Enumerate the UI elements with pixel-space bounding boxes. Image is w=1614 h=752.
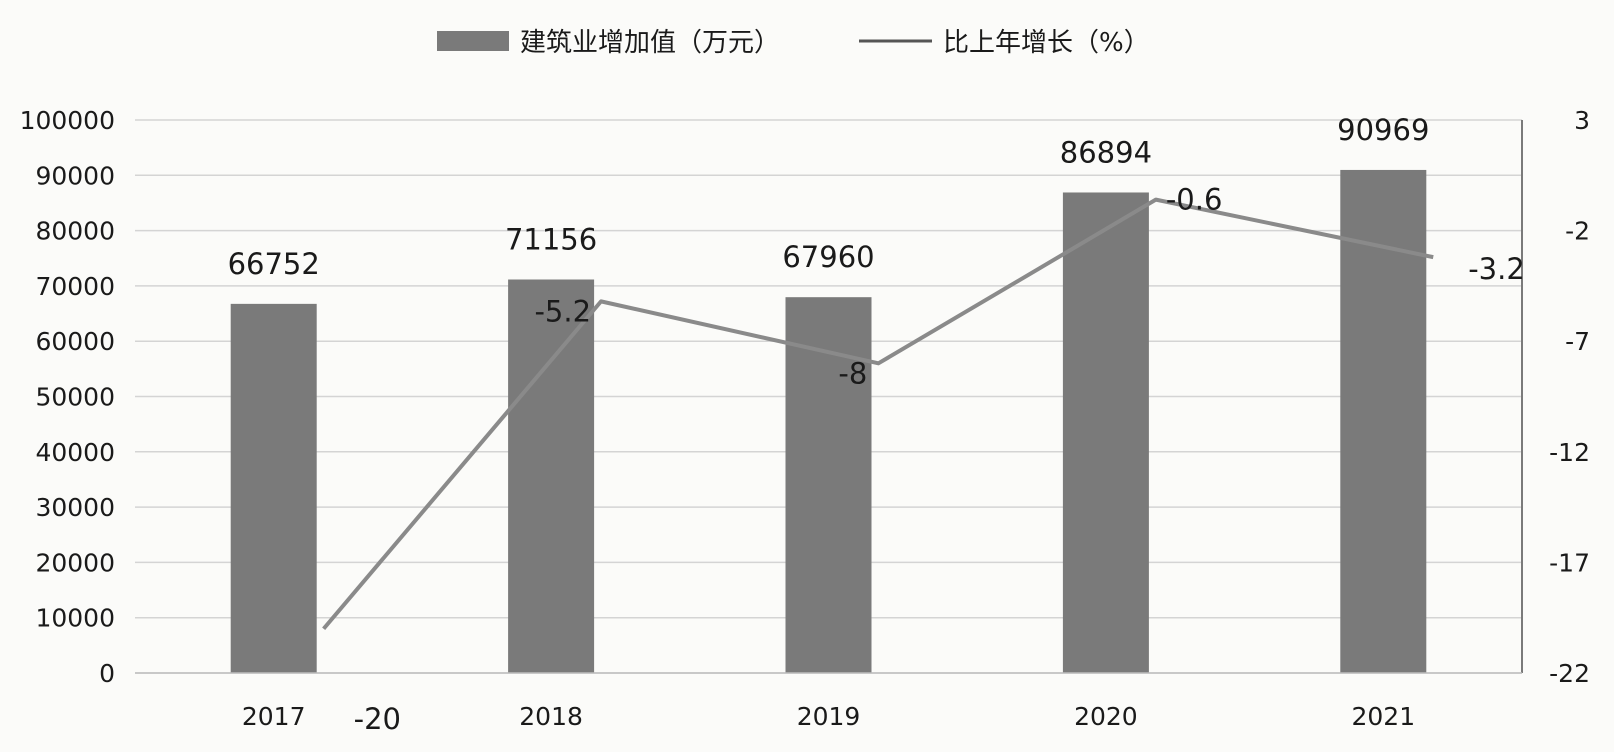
legend: 建筑业增加值（万元） 比上年增长（%）: [437, 28, 1150, 58]
left-tick-label: 30000: [35, 493, 115, 522]
x-tick-label: 2020: [1074, 702, 1138, 731]
bar-data-labels: 66752 71156 67960 86894 90969: [228, 113, 1430, 281]
left-tick-label: 70000: [35, 272, 115, 301]
x-axis: 2017 2018 2019 2020 2021: [135, 672, 1522, 731]
line-value-label: -0.6: [1166, 183, 1223, 217]
left-tick-label: 40000: [35, 438, 115, 467]
right-tick-label: -12: [1549, 438, 1590, 467]
bar: [508, 279, 595, 673]
right-tick-label: 3: [1574, 106, 1590, 135]
bar-value-label: 71156: [505, 223, 597, 257]
legend-bar-label: 建筑业增加值（万元）: [520, 28, 780, 58]
right-tick-label: -7: [1565, 327, 1590, 356]
bar: [1062, 192, 1149, 673]
x-tick-label: 2021: [1351, 702, 1415, 731]
left-tick-label: 80000: [35, 217, 115, 246]
bar: [230, 303, 317, 673]
line-value-label: -20: [354, 702, 401, 736]
right-tick-label: -2: [1565, 217, 1590, 246]
left-tick-label: 0: [99, 659, 115, 688]
x-tick-label: 2018: [519, 702, 583, 731]
right-tick-label: -22: [1549, 659, 1590, 688]
line-value-label: -8: [838, 356, 867, 390]
bar-value-label: 90969: [1337, 113, 1429, 147]
line-series: [322, 197, 1434, 631]
x-tick-label: 2019: [797, 702, 861, 731]
left-tick-label: 20000: [35, 548, 115, 577]
growth-line: [322, 197, 1434, 631]
x-tick-label: 2017: [242, 702, 306, 731]
legend-bar-swatch: [437, 31, 509, 51]
left-tick-label: 100000: [20, 106, 115, 135]
line-data-labels: -20 -5.2 -8 -0.6 -3.2: [354, 183, 1525, 736]
left-tick-label: 10000: [35, 604, 115, 633]
legend-line-label: 比上年增长（%）: [943, 28, 1150, 58]
left-axis: 0 10000 20000 30000 40000 50000 60000 70000 8000…: [20, 106, 115, 688]
line-value-label: -5.2: [534, 294, 591, 328]
line-value-label: -3.2: [1468, 252, 1525, 286]
left-tick-label: 60000: [35, 327, 115, 356]
left-tick-label: 90000: [35, 161, 115, 190]
bar-value-label: 86894: [1060, 135, 1152, 169]
bar-value-label: 67960: [782, 240, 874, 274]
left-tick-label: 50000: [35, 383, 115, 412]
right-axis: 3 -2 -7 -12 -17 -22: [1521, 106, 1590, 688]
right-tick-label: -17: [1549, 548, 1590, 577]
bar-value-label: 66752: [228, 247, 320, 281]
